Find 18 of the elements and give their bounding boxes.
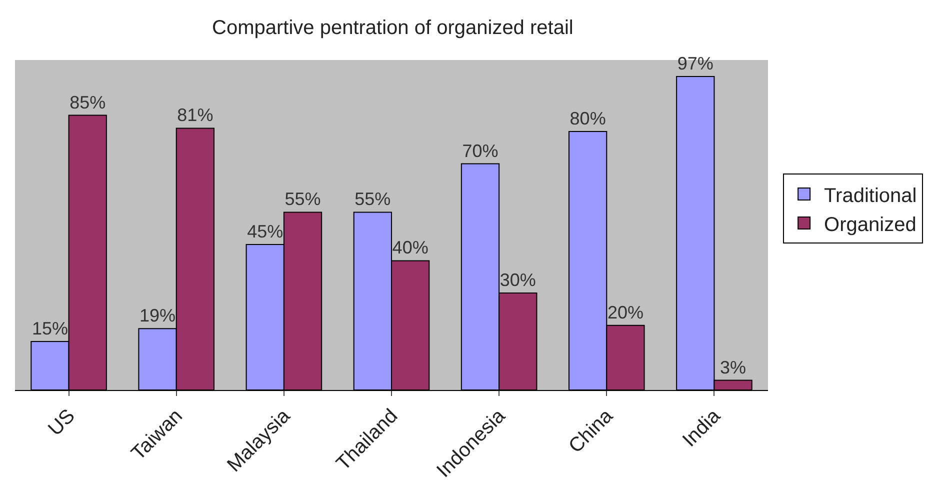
- x-tick-label: US: [44, 405, 80, 440]
- data-label: 15%: [32, 318, 68, 339]
- data-label: 30%: [500, 270, 536, 290]
- data-label: 40%: [392, 238, 428, 258]
- data-label: 20%: [607, 302, 644, 322]
- data-label: 55%: [284, 189, 321, 210]
- data-label: 81%: [177, 105, 214, 126]
- data-label: 3%: [720, 357, 746, 378]
- data-label: 97%: [677, 54, 714, 74]
- data-label: 55%: [354, 189, 391, 210]
- chart-title: Compartive pentration of organized retail: [212, 17, 574, 39]
- data-label: 80%: [570, 108, 606, 128]
- data-label: 19%: [140, 306, 176, 326]
- legend-label: Traditional: [824, 184, 917, 207]
- data-label: 70%: [462, 140, 498, 161]
- legend-label: Organized: [824, 214, 916, 236]
- data-label: 85%: [70, 92, 106, 112]
- data-label: 45%: [247, 222, 284, 242]
